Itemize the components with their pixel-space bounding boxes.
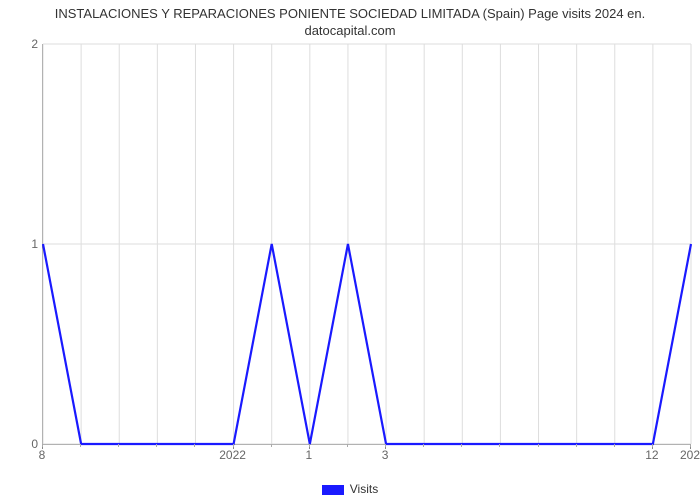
chart-title: INSTALACIONES Y REPARACIONES PONIENTE SO…	[0, 6, 700, 40]
x-minor-tick	[233, 444, 234, 447]
x-minor-tick	[538, 444, 539, 447]
x-minor-tick	[576, 444, 577, 447]
x-minor-tick	[271, 444, 272, 447]
x-minor-tick	[423, 444, 424, 447]
y-tick-label: 2	[22, 37, 38, 51]
x-minor-tick	[80, 444, 81, 447]
legend-swatch	[322, 485, 344, 495]
legend-label: Visits	[350, 482, 378, 496]
plot-area	[42, 44, 691, 445]
x-minor-tick	[42, 444, 43, 447]
x-tick-label: 202	[680, 448, 700, 462]
x-minor-tick	[499, 444, 500, 447]
x-minor-tick	[461, 444, 462, 447]
legend: Visits	[0, 482, 700, 496]
x-tick-label: 3	[382, 448, 389, 462]
y-tick-label: 1	[22, 237, 38, 251]
x-minor-tick	[347, 444, 348, 447]
x-tick-label: 1	[305, 448, 312, 462]
x-minor-tick	[690, 444, 691, 447]
visits-line	[43, 44, 691, 444]
x-tick-label: 2022	[219, 448, 246, 462]
x-minor-tick	[156, 444, 157, 447]
x-minor-tick	[652, 444, 653, 447]
visits-chart: INSTALACIONES Y REPARACIONES PONIENTE SO…	[0, 0, 700, 500]
title-line2: datocapital.com	[304, 23, 395, 38]
x-minor-tick	[118, 444, 119, 447]
x-tick-label: 8	[39, 448, 46, 462]
x-tick-label: 12	[645, 448, 658, 462]
y-tick-label: 0	[22, 437, 38, 451]
x-minor-tick	[194, 444, 195, 447]
x-minor-tick	[385, 444, 386, 447]
title-line1: INSTALACIONES Y REPARACIONES PONIENTE SO…	[55, 6, 646, 21]
x-minor-tick	[614, 444, 615, 447]
x-minor-tick	[309, 444, 310, 447]
